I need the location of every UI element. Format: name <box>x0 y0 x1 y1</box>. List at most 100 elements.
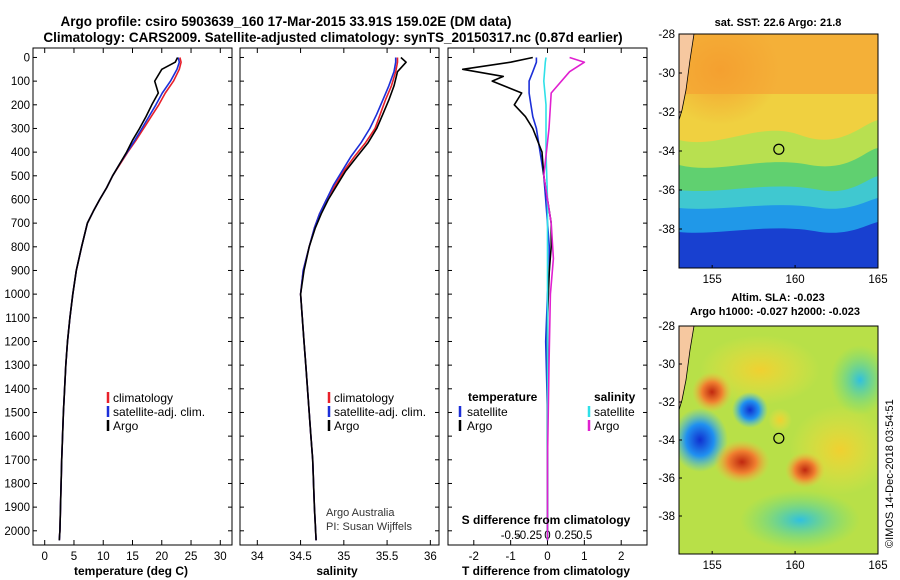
legend-label-satellite: satellite-adj. clim. <box>113 405 205 419</box>
timestamp: ©IMOS 14-Dec-2018 03:54:51 <box>884 399 896 548</box>
series-line-climatology <box>299 57 399 541</box>
depth-tick-label: 1600 <box>4 431 30 443</box>
lat-tick-label: -30 <box>658 359 675 371</box>
lon-tick-label: 160 <box>785 560 804 572</box>
s-tick-label: 0.5 <box>576 530 592 542</box>
legend-label-diff-argo: Argo <box>467 419 493 433</box>
sla-map-title1: Altim. SLA: -0.023 <box>731 292 825 304</box>
series-group <box>58 57 182 541</box>
salinity-panel: 34 34.5 35 35.5 36 <box>240 48 439 563</box>
depth-tick-label: 1500 <box>4 407 30 419</box>
x-tick-label: 20 <box>155 551 168 563</box>
legend-label-satellite: satellite-adj. clim. <box>334 405 426 419</box>
depth-tick-label: 1000 <box>4 289 30 301</box>
series-line-temperature-argo <box>461 56 553 541</box>
depth-tick-label: 0 <box>24 52 30 64</box>
depth-tick-label: 900 <box>11 265 30 277</box>
depth-tick-label: 2000 <box>4 526 30 538</box>
lon-tick-label: 160 <box>785 274 804 286</box>
argo-float-marker-sla <box>773 432 785 444</box>
temperature-legend: climatology satellite-adj. clim. Argo <box>106 391 205 433</box>
x-tick-label: 25 <box>185 551 198 563</box>
depth-tick-label: 600 <box>11 194 30 206</box>
depth-axis-ticks: 0 100 200 300 400 500 600 700 800 900 1000 1100 1200… <box>4 52 30 537</box>
depth-tick-label: 1700 <box>4 455 30 467</box>
legend-label-diff-temperature: temperature <box>468 390 538 404</box>
salinity-xlabel: salinity <box>316 564 358 578</box>
lat-tick-label: -34 <box>658 146 675 158</box>
x-tick-label: 35 <box>337 551 350 563</box>
legend-label-diff-salinity: salinity <box>594 390 636 404</box>
title-line2: Climatology: CARS2009. Satellite-adjuste… <box>43 30 622 45</box>
x-tick-label: 1 <box>581 551 587 563</box>
sla-map-image <box>679 326 878 554</box>
salinity-difference-label: S difference from climatology <box>462 513 631 527</box>
x-tick-label: 30 <box>214 551 227 563</box>
depth-tick-label: 1900 <box>4 502 30 514</box>
legend-label-climatology: climatology <box>113 391 173 405</box>
series-line-climatology <box>58 57 182 541</box>
legend-label-diff-sal-satellite: satellite <box>594 405 635 419</box>
depth-tick-label: 1400 <box>4 384 30 396</box>
x-tick-label: 2 <box>618 551 624 563</box>
x-tick-label: 0 <box>42 551 48 563</box>
lat-tick-label: -32 <box>658 107 675 119</box>
sst-map-title: sat. SST: 22.6 Argo: 21.8 <box>715 17 842 29</box>
depth-tick-label: 800 <box>11 242 30 254</box>
s-tick-label: -0.25 <box>516 530 542 542</box>
credit-line2: PI: Susan Wijffels <box>326 521 412 533</box>
difference-legend-salinity: salinity satellite Argo <box>587 390 636 433</box>
depth-tick-label: 1200 <box>4 336 30 348</box>
series-line-satellite-adj-clim- <box>58 57 181 541</box>
lat-tick-label: -28 <box>658 29 675 41</box>
s-tick-label: 0.25 <box>555 530 577 542</box>
sst-map-image <box>679 34 878 268</box>
depth-tick-label: 1300 <box>4 360 30 372</box>
x-tick-label: -1 <box>506 551 516 563</box>
difference-panel: -2 -1 0 1 2-0.5-0.25 0 0.25 0.5 <box>448 48 647 563</box>
legend-label-diff-sal-argo: Argo <box>594 419 620 433</box>
depth-tick-label: 400 <box>11 147 30 159</box>
x-tick-label: -2 <box>469 551 479 563</box>
temperature-panel-frame <box>32 47 233 546</box>
x-tick-label: 15 <box>126 551 139 563</box>
depth-tick-label: 500 <box>11 171 30 183</box>
lat-tick-label: -38 <box>658 511 675 523</box>
temperature-xlabel: temperature (deg C) <box>74 564 188 578</box>
lat-tick-label: -36 <box>658 185 675 197</box>
depth-tick-label: 100 <box>11 76 30 88</box>
x-tick-label: 36 <box>424 551 437 563</box>
x-tick-label: 34.5 <box>289 551 311 563</box>
series-line-argo <box>58 57 179 541</box>
sla-map-title2: Argo h1000: -0.027 h2000: -0.023 <box>690 306 860 318</box>
series-line-satellite-adj-clim- <box>299 57 397 541</box>
x-tick-label: 0 <box>544 551 550 563</box>
series-group <box>461 56 586 541</box>
series-group <box>299 56 407 541</box>
title-line1: Argo profile: csiro 5903639_160 17-Mar-2… <box>61 14 512 29</box>
lat-tick-label: -30 <box>658 68 675 80</box>
temperature-panel: 0 5 10 15 20 25 30 <box>33 48 232 563</box>
salinity-legend: climatology satellite-adj. clim. Argo <box>327 391 426 433</box>
salinity-panel-frame <box>239 47 440 546</box>
s-tick-label: -0.5 <box>501 530 521 542</box>
sst-map-ticks: -28 -30 -32 -34 -36 -38 155 160 165 <box>658 29 887 286</box>
x-tick-label: 10 <box>97 551 110 563</box>
lat-tick-label: -34 <box>658 435 675 447</box>
argo-float-marker-sst <box>773 143 785 155</box>
difference-legend-temperature: temperature satellite Argo <box>458 390 538 433</box>
series-line-salinity-argo <box>542 56 586 541</box>
x-tick-label: 35.5 <box>376 551 398 563</box>
legend-label-argo: Argo <box>334 419 360 433</box>
depth-tick-label: 200 <box>11 100 30 112</box>
difference-xlabel: T difference from climatology <box>462 564 630 578</box>
sla-map-ticks: -28 -30 -32 -34 -36 -38 155 160 165 <box>658 321 887 572</box>
lat-tick-label: -28 <box>658 321 675 333</box>
depth-tick-label: 700 <box>11 218 30 230</box>
depth-tick-label: 1100 <box>5 313 30 325</box>
legend-label-diff-satellite: satellite <box>467 405 508 419</box>
lon-tick-label: 165 <box>868 274 887 286</box>
x-tick-label: 34 <box>251 551 264 563</box>
x-tick-label: 5 <box>71 551 77 563</box>
